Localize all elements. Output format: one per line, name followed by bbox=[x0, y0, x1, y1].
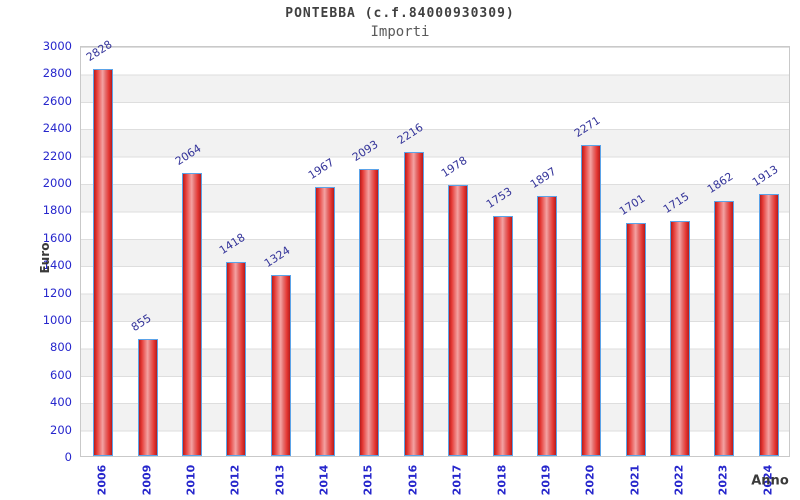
bar-value-label: 1418 bbox=[217, 230, 248, 257]
y-tick-label: 2200 bbox=[42, 148, 72, 163]
x-axis-title: Anno bbox=[751, 473, 789, 489]
bar-2006 bbox=[93, 68, 114, 456]
y-tick-label: 2600 bbox=[42, 93, 72, 108]
bar-value-label: 2271 bbox=[572, 113, 603, 140]
bar-value-label: 1701 bbox=[616, 191, 648, 218]
y-tick-label: 400 bbox=[50, 395, 72, 410]
y-tick-label: 2400 bbox=[42, 121, 72, 136]
bar-value-label: 2828 bbox=[84, 37, 115, 64]
y-tick-label: 3000 bbox=[42, 39, 72, 53]
x-tick-label: 2018 bbox=[495, 464, 509, 496]
bar-2010 bbox=[181, 173, 202, 456]
bar-2014 bbox=[315, 186, 336, 456]
bar-value-label: 1324 bbox=[261, 243, 293, 270]
x-tick-label: 2019 bbox=[539, 464, 553, 496]
bar-2021 bbox=[625, 222, 646, 456]
bar-value-label: 1753 bbox=[483, 184, 515, 211]
y-tick-label: 2000 bbox=[42, 176, 72, 190]
y-tick-label: 1600 bbox=[42, 230, 72, 245]
bar-2016 bbox=[403, 152, 424, 456]
bar-value-label: 2093 bbox=[350, 138, 381, 165]
x-tick-label: 2016 bbox=[406, 464, 420, 496]
bar-2017 bbox=[448, 185, 469, 456]
x-tick-label: 2014 bbox=[317, 464, 331, 496]
x-tick-label: 2006 bbox=[95, 464, 109, 496]
bar-value-label: 855 bbox=[128, 311, 154, 334]
y-tick-label: 200 bbox=[50, 422, 72, 437]
y-tick-label: 2800 bbox=[42, 66, 72, 81]
bar-2022 bbox=[670, 221, 691, 456]
bar-value-label: 2216 bbox=[394, 121, 426, 148]
bar-2024 bbox=[758, 193, 779, 456]
y-tick-label: 0 bbox=[64, 450, 72, 464]
bar-value-label: 1913 bbox=[749, 162, 781, 189]
y-tick-label: 800 bbox=[50, 340, 72, 355]
chart-title: PONTEBBA (c.f.84000930309) bbox=[285, 6, 515, 21]
bar-2019 bbox=[536, 196, 557, 456]
x-tick-label: 2015 bbox=[361, 464, 375, 496]
x-tick-label: 2022 bbox=[672, 464, 686, 496]
bar-2009 bbox=[137, 338, 158, 456]
y-tick-label: 1800 bbox=[42, 203, 72, 218]
x-tick-label: 2013 bbox=[273, 464, 287, 496]
x-tick-label: 2009 bbox=[140, 464, 154, 496]
bar-value-label: 1897 bbox=[527, 164, 559, 192]
bar-value-label: 1862 bbox=[705, 169, 736, 196]
y-tick-label: 1200 bbox=[42, 285, 72, 300]
x-tick-label: 2012 bbox=[228, 464, 242, 496]
bar-value-label: 1978 bbox=[439, 153, 470, 181]
x-tick-label: 2021 bbox=[628, 464, 642, 496]
plot-area: 2828 855 2064 1418 1324 1967 2093 2216 1978 1753 1… bbox=[80, 37, 790, 457]
bar-2018 bbox=[492, 215, 513, 456]
bar-2023 bbox=[714, 200, 735, 456]
bar-value-label: 1967 bbox=[305, 155, 337, 182]
y-tick-label: 1000 bbox=[42, 313, 72, 327]
x-tick-label: 2023 bbox=[716, 464, 730, 496]
bar-2013 bbox=[270, 274, 291, 456]
y-axis-title: Euro bbox=[38, 242, 52, 274]
x-tick-label: 2010 bbox=[184, 464, 198, 496]
bar-2015 bbox=[359, 169, 380, 456]
x-tick-label: 2017 bbox=[450, 464, 464, 496]
bar-value-label: 2064 bbox=[172, 142, 204, 169]
bar-value-label: 1715 bbox=[660, 189, 692, 217]
y-tick-label: 600 bbox=[50, 367, 72, 382]
bar-2020 bbox=[581, 144, 602, 456]
x-tick-label: 2020 bbox=[583, 464, 597, 496]
chart-subtitle: Importi bbox=[370, 24, 430, 40]
bar-2012 bbox=[226, 261, 247, 456]
y-tick-label: 1400 bbox=[42, 258, 72, 273]
